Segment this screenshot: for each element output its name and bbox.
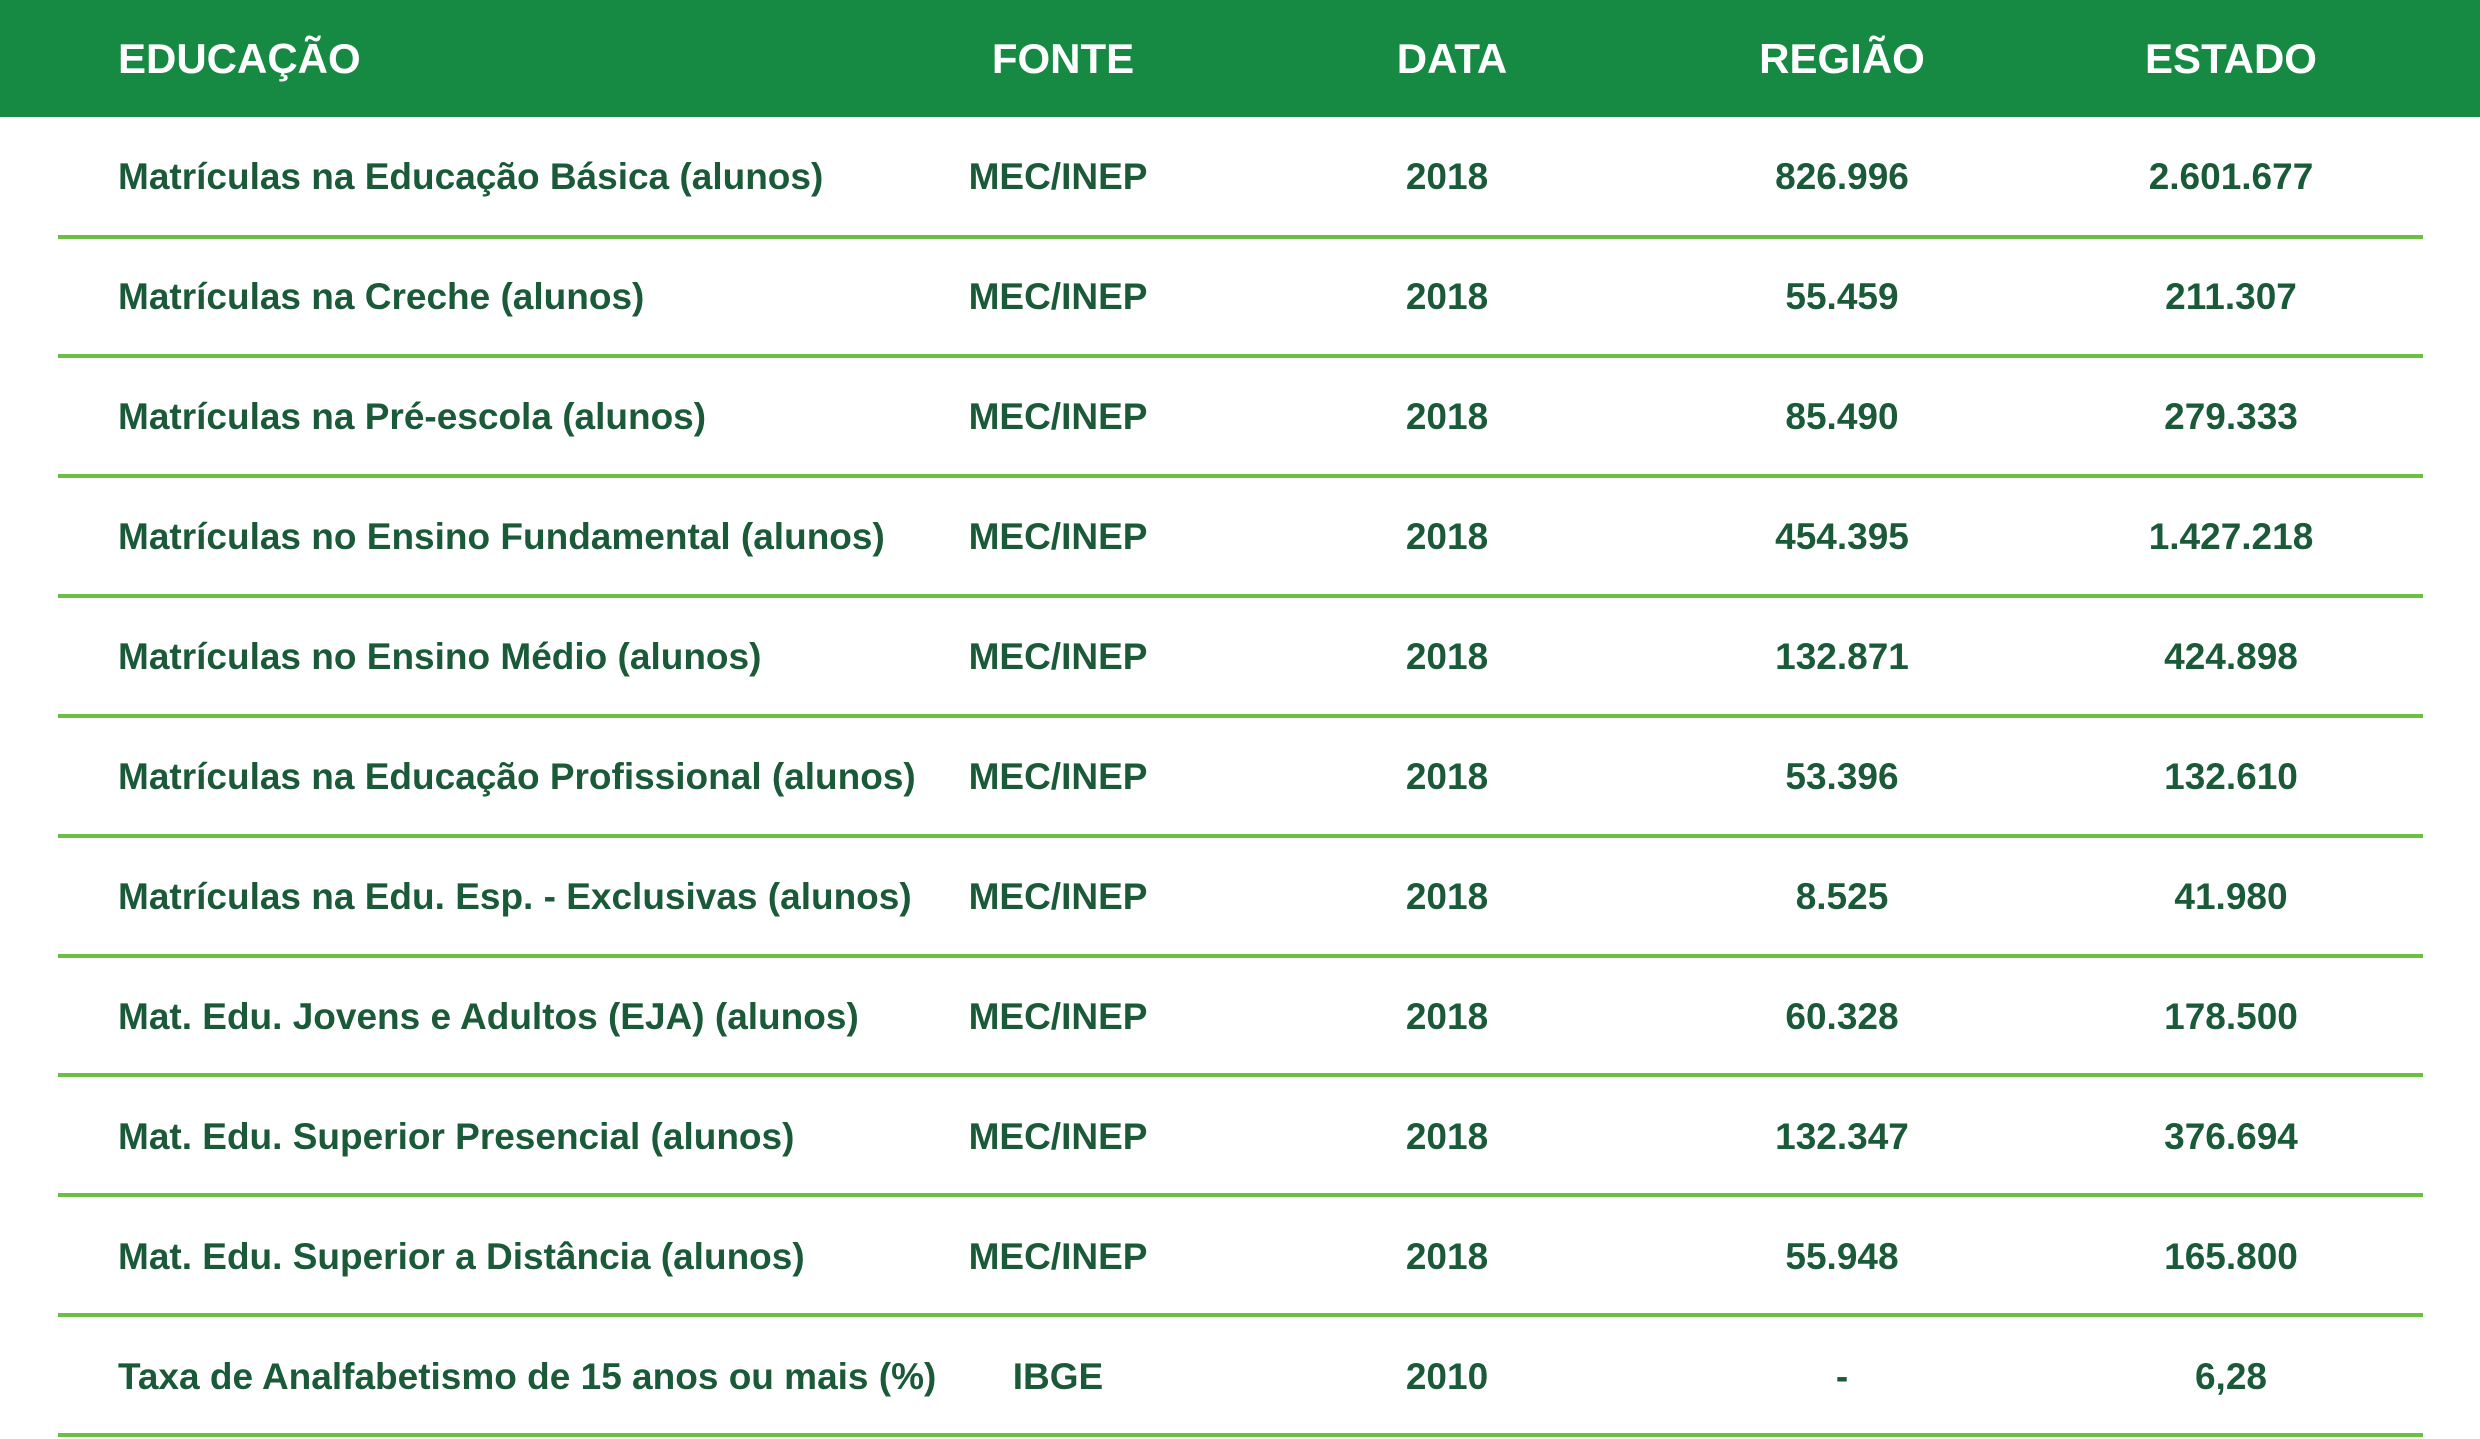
- cell-regiao: 132.871: [1775, 636, 1909, 677]
- cell-fonte: MEC/INEP: [968, 1116, 1148, 1157]
- cell-fonte: MEC/INEP: [968, 996, 1148, 1037]
- cell-estado: 6,28: [2194, 1356, 2267, 1397]
- row-divider: [58, 1073, 2423, 1077]
- cell-estado: 279.333: [2164, 396, 2298, 437]
- cell-label: Taxa de Analfabetismo de 15 anos ou mais…: [118, 1356, 937, 1397]
- cell-data: 2010: [1405, 1356, 1489, 1397]
- table-row: Matrículas na Educação Básica (alunos) ME…: [0, 117, 2480, 237]
- table-row: Mat. Edu. Jovens e Adultos (EJA) (alunos…: [0, 957, 2480, 1077]
- table-row: Matrículas na Pré-escola (alunos) MEC/INE…: [0, 357, 2480, 477]
- cell-regiao: 85.490: [1785, 396, 1899, 437]
- table-row: Mat. Edu. Superior Presencial (alunos) ME…: [0, 1077, 2480, 1197]
- table-header: EDUCAÇÃO FONTE DATA REGIÃO ESTADO: [0, 0, 2480, 117]
- header-estado: ESTADO: [2145, 35, 2317, 82]
- cell-regiao: 55.459: [1785, 276, 1899, 317]
- cell-data: 2018: [1405, 156, 1489, 197]
- cell-data: 2018: [1405, 396, 1489, 437]
- row-divider: [58, 954, 2423, 958]
- cell-estado: 41.980: [2174, 876, 2288, 917]
- cell-estado: 376.694: [2164, 1116, 2298, 1157]
- cell-label: Matrículas na Educação Básica (alunos): [118, 156, 824, 197]
- cell-data: 2018: [1405, 756, 1489, 797]
- cell-label: Matrículas na Educação Profissional (alu…: [118, 756, 916, 797]
- table-row: Taxa de Analfabetismo de 15 anos ou mais…: [0, 1317, 2480, 1437]
- cell-label: Mat. Edu. Superior a Distância (alunos): [118, 1236, 805, 1277]
- cell-estado: 132.610: [2164, 756, 2298, 797]
- cell-fonte: MEC/INEP: [968, 876, 1148, 917]
- row-divider: [58, 1433, 2423, 1437]
- cell-data: 2018: [1405, 876, 1489, 917]
- row-divider: [58, 594, 2423, 598]
- cell-fonte: IBGE: [1012, 1356, 1104, 1397]
- row-divider: [58, 1193, 2423, 1197]
- cell-regiao: 55.948: [1785, 1236, 1899, 1277]
- table-row: Matrículas no Ensino Médio (alunos) MEC/I…: [0, 597, 2480, 717]
- table-row: Matrículas na Creche (alunos) MEC/INEP 201…: [0, 237, 2480, 357]
- cell-fonte: MEC/INEP: [968, 636, 1148, 677]
- cell-fonte: MEC/INEP: [968, 1236, 1148, 1277]
- row-divider: [58, 714, 2423, 718]
- cell-regiao: 53.396: [1785, 756, 1899, 797]
- cell-fonte: MEC/INEP: [968, 516, 1148, 557]
- cell-data: 2018: [1405, 516, 1489, 557]
- cell-estado: 178.500: [2164, 996, 2298, 1037]
- cell-label: Matrículas no Ensino Médio (alunos): [118, 636, 762, 677]
- cell-label: Matrículas no Ensino Fundamental (alunos…: [118, 516, 885, 557]
- cell-label: Matrículas na Pré-escola (alunos): [118, 396, 707, 437]
- cell-regiao: 826.996: [1775, 156, 1909, 197]
- header-regiao: REGIÃO: [1759, 35, 1925, 82]
- cell-data: 2018: [1405, 636, 1489, 677]
- table-row: Matrículas no Ensino Fundamental (alunos…: [0, 477, 2480, 597]
- cell-regiao: 8.525: [1795, 876, 1889, 917]
- cell-label: Matrículas na Creche (alunos): [118, 276, 645, 317]
- cell-fonte: MEC/INEP: [968, 396, 1148, 437]
- cell-data: 2018: [1405, 1236, 1489, 1277]
- row-divider: [58, 354, 2423, 358]
- cell-fonte: MEC/INEP: [968, 756, 1148, 797]
- header-data: DATA: [1396, 35, 1508, 82]
- cell-fonte: MEC/INEP: [968, 156, 1148, 197]
- cell-regiao: 132.347: [1775, 1116, 1909, 1157]
- row-divider: [58, 235, 2423, 239]
- cell-estado: 424.898: [2164, 636, 2298, 677]
- table-row: Matrículas na Educação Profissional (alu…: [0, 717, 2480, 837]
- cell-data: 2018: [1405, 276, 1489, 317]
- cell-data: 2018: [1405, 1116, 1489, 1157]
- cell-estado: 211.307: [2165, 276, 2297, 317]
- cell-label: Mat. Edu. Jovens e Adultos (EJA) (alunos…: [118, 996, 859, 1037]
- cell-label: Matrículas na Edu. Esp. - Exclusivas (al…: [118, 876, 912, 917]
- row-divider: [58, 474, 2423, 478]
- cell-estado: 1.427.218: [2148, 516, 2314, 557]
- table-row: Mat. Edu. Superior a Distância (alunos) M…: [0, 1197, 2480, 1317]
- table-row: Matrículas na Edu. Esp. - Exclusivas (al…: [0, 837, 2480, 957]
- cell-regiao: -: [1835, 1356, 1849, 1397]
- cell-data: 2018: [1405, 996, 1489, 1037]
- cell-estado: 165.800: [2164, 1236, 2298, 1277]
- cell-estado: 2.601.677: [2148, 156, 2314, 197]
- header-fonte: FONTE: [991, 35, 1135, 82]
- row-divider: [58, 1313, 2423, 1317]
- row-divider: [58, 834, 2423, 838]
- cell-regiao: 454.395: [1775, 516, 1909, 557]
- header-educacao: EDUCAÇÃO: [118, 35, 361, 82]
- cell-regiao: 60.328: [1785, 996, 1899, 1037]
- cell-label: Mat. Edu. Superior Presencial (alunos): [118, 1116, 795, 1157]
- cell-fonte: MEC/INEP: [968, 276, 1148, 317]
